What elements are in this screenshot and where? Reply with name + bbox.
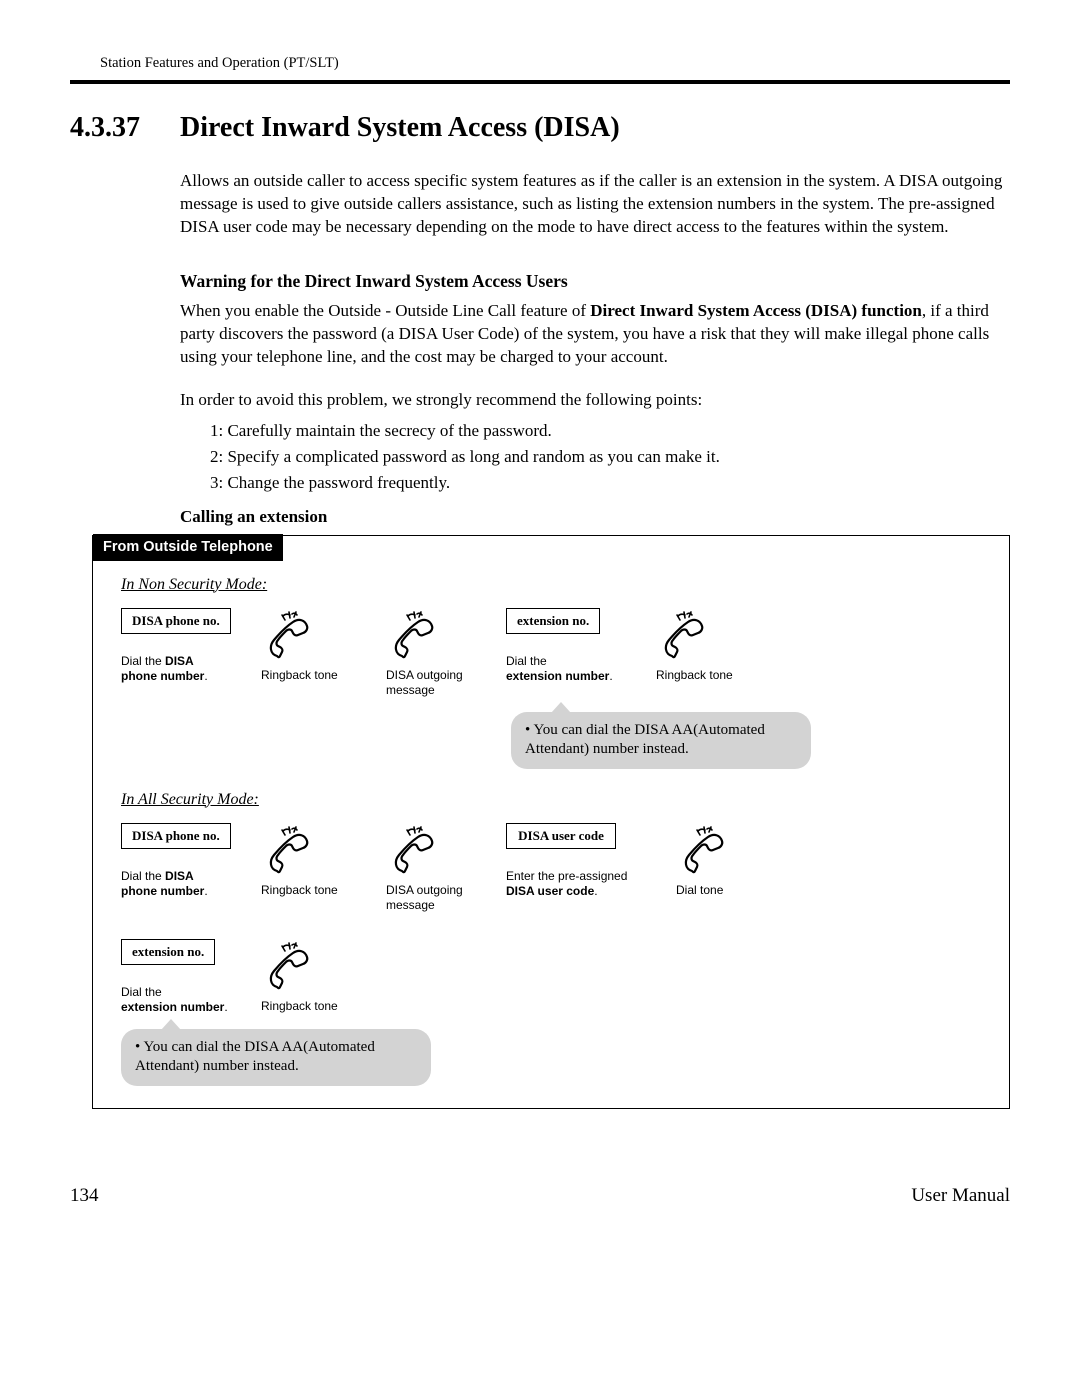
step-caption: Dial the DISAphone number. (121, 869, 208, 899)
handset-ring-icon (261, 941, 311, 991)
handset-ring-icon (386, 610, 436, 660)
step-caption: Enter the pre-assignedDISA user code. (506, 869, 627, 899)
running-head: Station Features and Operation (PT/SLT) (100, 55, 1010, 72)
procedure-diagram: From Outside Telephone In Non Security M… (92, 535, 1010, 1109)
warning-para-1: When you enable the Outside - Outside Li… (180, 300, 1010, 369)
section-title: 4.3.37 Direct Inward System Access (DISA… (70, 112, 1010, 144)
flow-row: DISA phone no. Dial the DISAphone number… (121, 608, 991, 698)
footer-title: User Manual (911, 1185, 1010, 1207)
step-caption: Ringback tone (656, 668, 733, 683)
section-heading: Direct Inward System Access (DISA) (180, 112, 620, 144)
page-footer: 134 User Manual (70, 1185, 1010, 1207)
step-caption: Dial tone (676, 883, 723, 898)
box-disa-user-code: DISA user code (506, 823, 616, 849)
box-disa-phone-no: DISA phone no. (121, 608, 231, 634)
diagram-tab: From Outside Telephone (93, 534, 283, 561)
lead-paragraph: Allows an outside caller to access speci… (180, 170, 1010, 239)
step-caption: DISA outgoingmessage (386, 883, 463, 913)
handset-ring-icon (261, 825, 311, 875)
handset-ring-icon (386, 825, 436, 875)
page-number: 134 (70, 1185, 99, 1207)
step-caption: Dial the DISAphone number. (121, 654, 208, 684)
mode-label-all-security: In All Security Mode: (121, 791, 991, 809)
warning-heading: Warning for the Direct Inward System Acc… (180, 271, 1010, 292)
step-caption: Ringback tone (261, 999, 338, 1014)
section-number: 4.3.37 (70, 112, 180, 144)
handset-ring-icon (656, 610, 706, 660)
list-item: 1: Carefully maintain the secrecy of the… (210, 418, 1010, 444)
handset-ring-icon (676, 825, 726, 875)
step-caption: Dial theextension number. (121, 985, 228, 1015)
box-extension-no: extension no. (506, 608, 600, 634)
calling-extension-heading: Calling an extension (180, 507, 1010, 527)
list-item: 3: Change the password frequently. (210, 470, 1010, 496)
handset-ring-icon (261, 610, 311, 660)
callout-note: • You can dial the DISA AA(Automated Att… (511, 712, 811, 769)
step-caption: Dial theextension number. (506, 654, 613, 684)
callout-note: • You can dial the DISA AA(Automated Att… (121, 1029, 431, 1086)
mode-label-non-security: In Non Security Mode: (121, 576, 991, 594)
step-caption: Ringback tone (261, 668, 338, 683)
step-caption: Ringback tone (261, 883, 338, 898)
box-extension-no: extension no. (121, 939, 215, 965)
warning-para-2: In order to avoid this problem, we stron… (180, 389, 1010, 412)
box-disa-phone-no: DISA phone no. (121, 823, 231, 849)
flow-row: extension no. Dial theextension number. … (121, 939, 991, 1015)
recommendation-list: 1: Carefully maintain the secrecy of the… (210, 418, 1010, 497)
header-rule (70, 80, 1010, 84)
list-item: 2: Specify a complicated password as lon… (210, 444, 1010, 470)
step-caption: DISA outgoingmessage (386, 668, 463, 698)
flow-row: DISA phone no. Dial the DISAphone number… (121, 823, 991, 913)
